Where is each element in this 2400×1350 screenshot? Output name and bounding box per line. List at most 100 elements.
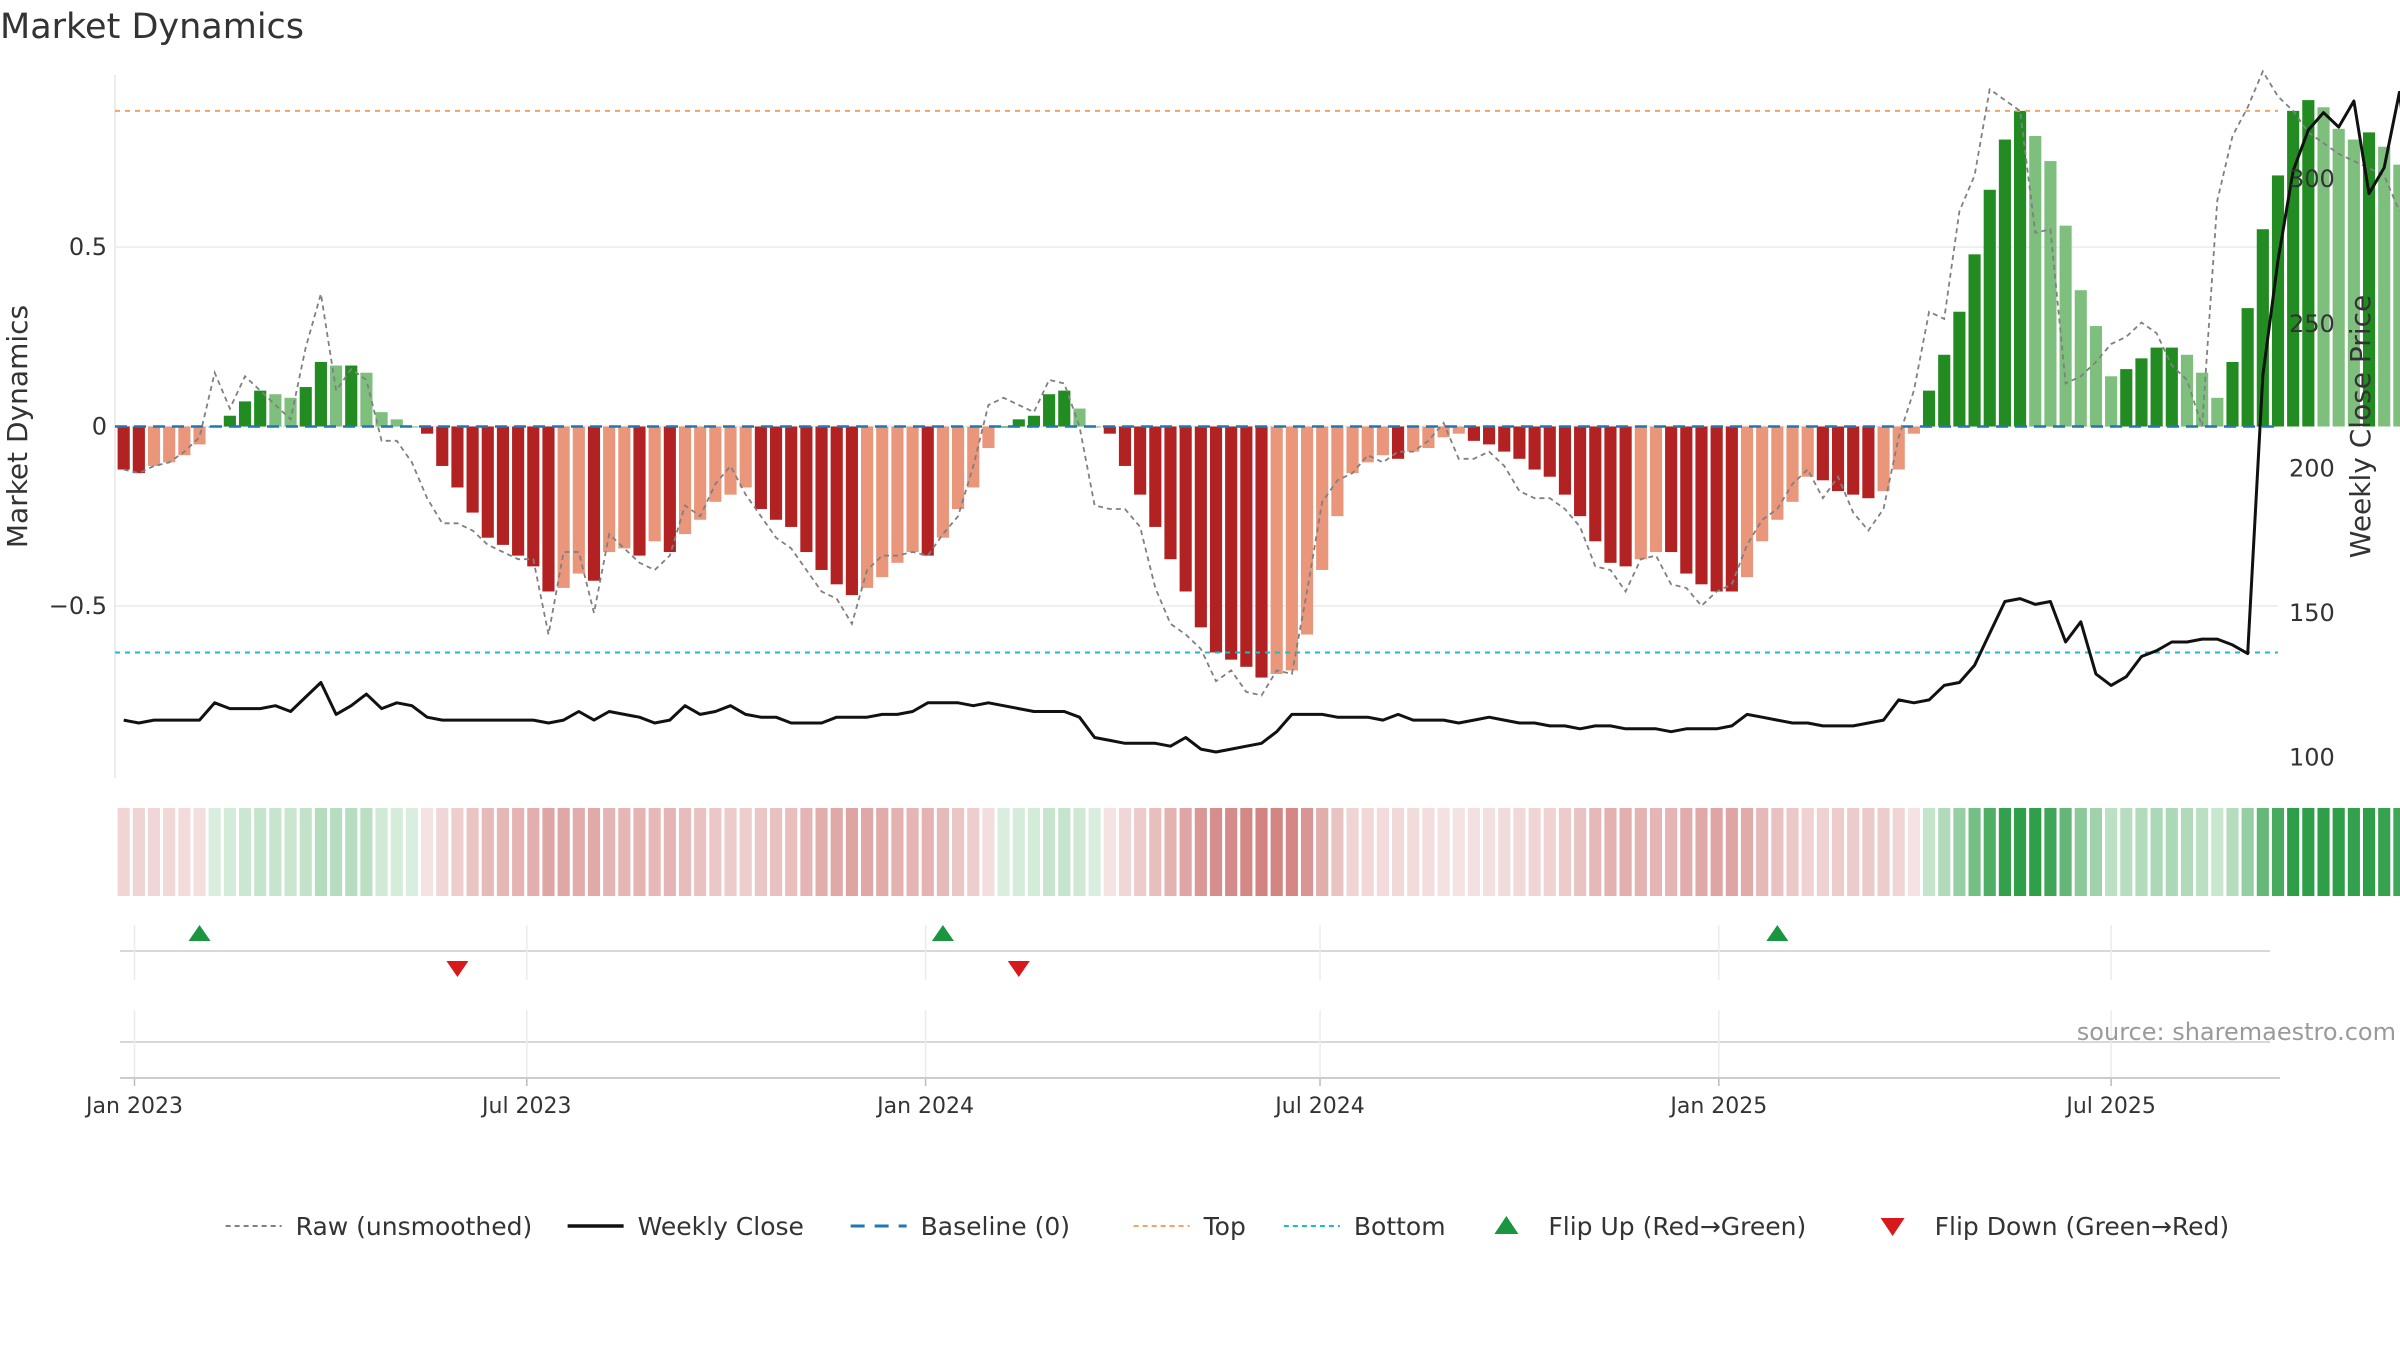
market-dynamics-bar <box>1316 426 1329 570</box>
raw-series-layer <box>123 69 2400 697</box>
flip-up-marker <box>931 925 954 941</box>
strip-cell <box>891 808 904 896</box>
strip-cell <box>2256 808 2269 896</box>
strip-cell <box>1634 808 1647 896</box>
market-dynamics-bar <box>1619 426 1632 567</box>
market-dynamics-bar <box>1300 426 1314 635</box>
market-dynamics-bar <box>1346 426 1359 474</box>
legend-label: Top <box>1203 1212 1246 1241</box>
market-dynamics-bar <box>2165 347 2178 427</box>
strip-cell <box>330 808 343 896</box>
strip-cell <box>254 808 267 896</box>
legend-label: Bottom <box>1354 1212 1446 1241</box>
market-dynamics-bar <box>1164 426 1177 560</box>
strip-cell <box>845 808 858 896</box>
strip-cell <box>2029 808 2042 896</box>
market-dynamics-bar <box>421 426 434 434</box>
market-dynamics-bar <box>1877 426 1890 492</box>
strip-cell <box>360 808 373 896</box>
strip-cell <box>1892 808 1905 896</box>
right-tick-label: 200 <box>2289 454 2335 482</box>
chart-title: Market Dynamics <box>0 7 304 47</box>
market-dynamics-bar <box>678 426 692 535</box>
strip-cell <box>2362 808 2376 896</box>
market-dynamics-bar <box>1983 189 1996 427</box>
strip-cell <box>390 808 403 896</box>
strip-cell <box>1209 808 1223 896</box>
strip-cell <box>906 808 919 896</box>
market-dynamics-bar <box>1361 426 1374 463</box>
left-tick-label: −0.5 <box>49 592 107 620</box>
strip-cell <box>1953 808 1966 896</box>
strip-cell <box>2378 808 2391 896</box>
market-dynamics-bar <box>663 426 676 553</box>
right-tick-label: 100 <box>2289 744 2335 772</box>
market-dynamics-bar <box>2105 376 2118 427</box>
strip-cell <box>1710 808 1723 896</box>
strip-cell <box>982 808 995 896</box>
strip-cell <box>921 808 934 896</box>
market-dynamics-bar <box>2120 369 2133 427</box>
market-dynamics-bar <box>1847 426 1860 495</box>
legend-label: Flip Down (Green→Red) <box>1935 1212 2230 1241</box>
market-dynamics-bar <box>1801 426 1814 477</box>
strip-cell <box>284 808 297 896</box>
strip-cell <box>466 808 479 896</box>
strip-cell <box>1816 808 1829 896</box>
left-axis-label: Market Dynamics <box>1 305 34 548</box>
strip-cell <box>163 808 176 896</box>
market-dynamics-bar <box>1422 426 1435 449</box>
market-dynamics-bar <box>1680 426 1693 574</box>
market-dynamics-bar <box>345 365 358 427</box>
market-dynamics-bar <box>2256 229 2269 427</box>
market-dynamics-bar <box>724 426 737 495</box>
market-dynamics-bar <box>360 372 373 427</box>
market-dynamics-bar <box>1134 426 1147 495</box>
legend-label: Raw (unsmoothed) <box>296 1212 533 1241</box>
market-dynamics-bar <box>1467 426 1480 441</box>
x-tick-label: Jan 2023 <box>84 1094 183 1119</box>
market-dynamics-bar <box>1604 426 1617 563</box>
strip-cell <box>557 808 570 896</box>
market-dynamics-bar <box>1543 426 1556 477</box>
strip-cell <box>1149 808 1162 896</box>
strip-cell <box>2089 808 2103 896</box>
weekly-close-layer <box>123 90 2400 754</box>
strip-cell <box>815 808 828 896</box>
strip-cell <box>147 808 161 896</box>
strip-cell <box>1346 808 1359 896</box>
strip-cell <box>542 808 555 896</box>
market-dynamics-bar <box>1953 311 1966 427</box>
raw-unsmoothed-line <box>123 69 2400 697</box>
strip-cell <box>1027 808 1041 896</box>
legend-item-flipdown: Flip Down (Green→Red) <box>1880 1212 2230 1241</box>
x-axis: Jan 2023 Jul 2023 Jan 2024 Jul 2024 Jan 2025… <box>84 925 2280 1119</box>
strip-cell <box>1922 808 1936 896</box>
strip-cell <box>603 808 616 896</box>
market-dynamics-bar <box>1225 426 1238 660</box>
right-tick-label: 150 <box>2289 599 2335 627</box>
market-dynamics-bar <box>1574 426 1587 517</box>
strip-cell <box>694 808 707 896</box>
market-dynamics-bar <box>2059 225 2072 427</box>
market-dynamics-bar <box>603 426 616 553</box>
market-dynamics-bar <box>299 387 312 427</box>
market-dynamics-bar <box>2196 372 2209 427</box>
market-dynamics-bar <box>587 426 601 581</box>
market-dynamics-bar <box>1998 139 2011 427</box>
market-dynamics-bar <box>1103 426 1116 434</box>
strip-cell <box>1452 808 1465 896</box>
market-dynamics-bar <box>1179 426 1192 592</box>
market-dynamics-bar <box>876 426 889 578</box>
market-dynamics-bar <box>845 426 858 596</box>
market-dynamics-bar <box>330 365 343 427</box>
market-dynamics-bars <box>117 100 2400 678</box>
strip-cell <box>769 808 783 896</box>
strip-cell <box>830 808 843 896</box>
market-dynamics-bar <box>1513 426 1526 459</box>
strip-cell <box>1513 808 1526 896</box>
strip-cell <box>618 808 631 896</box>
strip-cell <box>1088 808 1101 896</box>
strip-cell <box>208 808 221 896</box>
